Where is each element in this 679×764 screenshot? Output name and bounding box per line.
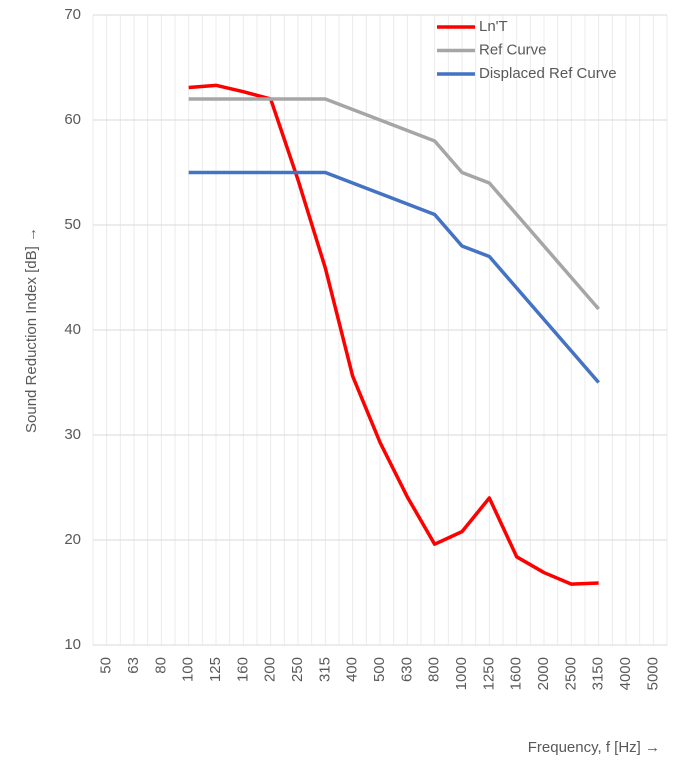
x-tick-label: 125: [207, 657, 224, 682]
y-tick-label: 50: [64, 216, 81, 233]
legend-label: Ln'T: [479, 18, 508, 35]
x-tick-label: 63: [125, 657, 142, 674]
x-tick-label: 315: [316, 657, 333, 682]
x-tick-label: 800: [426, 657, 443, 682]
y-tick-label: 10: [64, 636, 81, 653]
y-tick-label: 40: [64, 321, 81, 338]
x-tick-label: 80: [152, 657, 169, 674]
x-tick-label: 500: [371, 657, 388, 682]
x-tick-label: 160: [234, 657, 251, 682]
series-line: [188, 83, 599, 586]
x-tick-label: 1250: [480, 657, 497, 690]
series-line: [188, 170, 600, 384]
legend-label: Ref Curve: [479, 41, 547, 58]
x-tick-label: 100: [180, 657, 197, 682]
y-tick-label: 60: [64, 111, 81, 128]
x-tick-label: 4000: [617, 657, 634, 690]
x-axis-label: Frequency, f [Hz] →: [528, 739, 660, 756]
x-tick-label: 250: [289, 657, 306, 682]
x-tick-label: 200: [262, 657, 279, 682]
x-tick-label: 2500: [562, 657, 579, 690]
series-line: [188, 97, 600, 311]
x-tick-label: 1600: [508, 657, 525, 690]
x-tick-label: 5000: [644, 657, 661, 690]
x-tick-label: 50: [98, 657, 115, 674]
legend-label: Displaced Ref Curve: [479, 65, 617, 82]
x-tick-label: 1000: [453, 657, 470, 690]
x-tick-label: 3150: [590, 657, 607, 690]
x-tick-label: 400: [344, 657, 361, 682]
y-tick-label: 20: [64, 531, 81, 548]
y-axis-label: Sound Reduction Index [dB] →: [23, 227, 40, 433]
y-tick-label: 30: [64, 426, 81, 443]
y-tick-label: 70: [64, 6, 81, 23]
x-tick-label: 630: [398, 657, 415, 682]
x-tick-label: 2000: [535, 657, 552, 690]
